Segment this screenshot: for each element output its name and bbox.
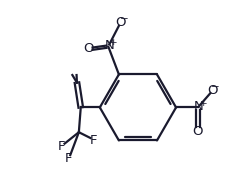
Text: −: − (210, 82, 219, 92)
Text: F: F (89, 134, 97, 147)
Text: O: O (192, 125, 202, 138)
Text: N: N (193, 100, 203, 113)
Text: +: + (198, 99, 206, 108)
Text: O: O (206, 84, 217, 97)
Text: +: + (109, 38, 116, 47)
Text: O: O (115, 17, 125, 29)
Text: O: O (83, 42, 93, 55)
Text: N: N (104, 39, 114, 52)
Text: F: F (58, 140, 65, 153)
Text: F: F (64, 152, 72, 165)
Text: −: − (119, 14, 128, 24)
